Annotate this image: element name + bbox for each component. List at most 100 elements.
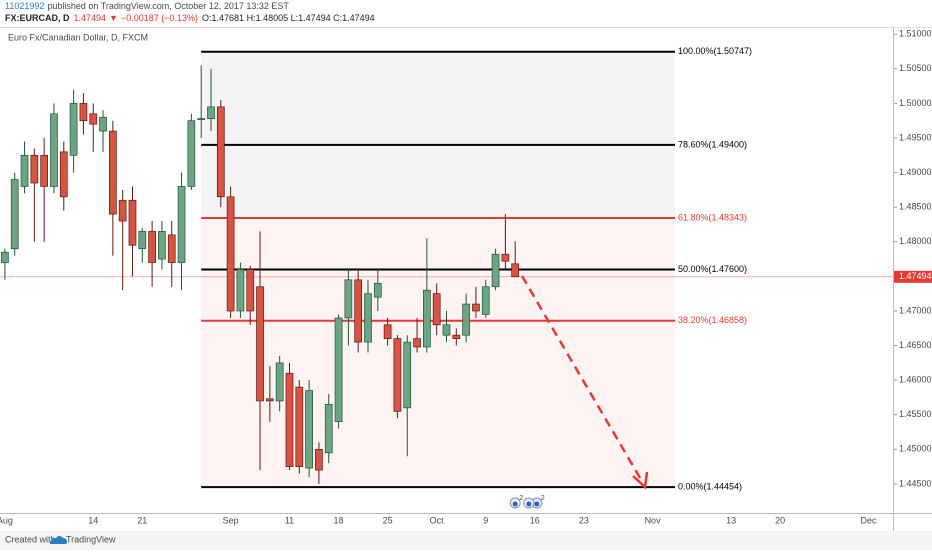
y-tick-label: 1.49500 — [899, 132, 932, 142]
published: published on TradingView.com, October 12… — [47, 1, 289, 11]
x-tick-label: 9 — [483, 515, 488, 525]
candle-body — [1, 251, 9, 263]
candle-body — [109, 130, 117, 215]
event-badge-dot — [526, 501, 532, 507]
candle-body — [452, 334, 461, 339]
candle-body — [128, 199, 137, 246]
candle-body — [30, 154, 39, 184]
change: −0.00187 (−0.13%) — [121, 13, 198, 23]
footer-bar — [0, 531, 932, 550]
fib-label: 100.00%(1.50747) — [678, 46, 752, 56]
y-tick-label: 1.50500 — [899, 63, 932, 73]
candle-body — [99, 116, 107, 132]
candle-body — [442, 324, 451, 336]
candle-body — [403, 341, 412, 409]
candle-body — [511, 263, 520, 278]
candle-body — [266, 398, 274, 402]
fib-zone — [201, 51, 675, 219]
candle-body — [413, 338, 421, 348]
y-tick-label: 1.49000 — [899, 167, 932, 177]
candle-body — [481, 286, 490, 315]
y-tick-label: 1.45500 — [899, 409, 932, 419]
fib-label: 50.00%(1.47600) — [678, 264, 747, 274]
plot: 100.00%(1.50747) 78.60%(1.49400) 61.80%(1.… — [0, 33, 897, 491]
last-price-box — [894, 270, 932, 283]
candle-body — [344, 279, 353, 319]
arrow-head — [632, 471, 649, 490]
x-tick-label: 11 — [285, 515, 294, 525]
x-tick-label: Oct — [430, 515, 445, 525]
header-line-1: 11021992 published on TradingView.com, Oc… — [5, 1, 289, 11]
candle-body — [79, 103, 88, 122]
event-badge-dot — [534, 501, 540, 507]
x-tick-label: 20 — [775, 515, 785, 525]
x-tick-label: 23 — [579, 515, 589, 525]
y-tick-label: 1.46000 — [899, 375, 932, 385]
last-price-label: 1.47494 — [899, 271, 932, 281]
candle-body — [89, 113, 98, 125]
candle-body — [216, 106, 225, 198]
candle-body — [69, 103, 78, 156]
symbol: FX:EURCAD, D — [5, 13, 70, 23]
event-badge-count: 2 — [519, 495, 523, 502]
y-tick-label: 1.47000 — [899, 305, 932, 315]
fib-label: 78.60%(1.49400) — [678, 139, 747, 149]
candle-body — [177, 186, 186, 263]
y-tick-label: 1.48000 — [899, 236, 932, 246]
x-tick-label: 21 — [137, 515, 147, 525]
y-tick-label: 1.44500 — [899, 478, 932, 488]
candle-body — [148, 231, 156, 263]
candle-body — [40, 154, 49, 187]
candle-body — [472, 303, 480, 312]
candle-body — [10, 179, 19, 250]
candle-body — [324, 404, 333, 454]
footer-brand[interactable]: TradingView — [66, 534, 116, 544]
x-tick-label: 16 — [530, 515, 540, 525]
x-tick-label: 18 — [334, 515, 344, 525]
event-badge-count: 2 — [541, 495, 545, 502]
fib-label: 38.20%(1.46858) — [678, 315, 747, 325]
x-tick-label: Nov — [645, 515, 662, 525]
arrow: ▼ — [109, 13, 118, 23]
candle-body — [59, 151, 68, 198]
header-line-2: FX:EURCAD, D 1.47494 ▼ −0.00187 (−0.13%) O:1… — [5, 13, 375, 23]
candle-body — [501, 253, 510, 262]
candle-body — [207, 106, 215, 119]
candle-body — [20, 154, 29, 187]
fib-label: 0.00%(1.44454) — [678, 481, 742, 491]
projection-arrow — [520, 275, 645, 484]
candle-body — [275, 362, 284, 402]
candle-body — [491, 253, 500, 288]
y-tick-label: 1.51000 — [899, 29, 932, 39]
fib-label: 61.80%(1.48343) — [678, 212, 747, 222]
candle-body — [285, 372, 294, 467]
fib-zone — [201, 218, 675, 488]
candle-body — [354, 279, 363, 343]
candle-body — [226, 196, 235, 312]
candle-body — [364, 293, 372, 343]
x-tick-label: 14 — [88, 515, 98, 525]
price: 1.47494 — [74, 13, 107, 23]
x-tick-label: Sep — [223, 515, 239, 525]
y-tick-label: 1.46500 — [899, 340, 932, 350]
y-tick-label: 1.48500 — [899, 202, 932, 212]
candle-body — [246, 269, 255, 312]
candle-body — [334, 317, 343, 423]
candle-body — [393, 338, 402, 412]
x-tick-label: 13 — [726, 515, 736, 525]
y-tick-label: 1.45000 — [899, 444, 932, 454]
candle-body — [383, 324, 392, 339]
ohlc: O:1.47681 H:1.48005 L:1.47494 C:1.47494 — [202, 13, 375, 23]
candle-body — [158, 231, 166, 260]
candle-body — [423, 289, 431, 348]
candle-body — [167, 234, 176, 263]
candle-body — [256, 286, 264, 402]
x-tick-label: Dec — [860, 515, 877, 525]
x-tick-label: Aug — [0, 515, 13, 525]
user-link[interactable]: 11021992 — [5, 1, 44, 11]
candle-body — [295, 386, 304, 467]
candle-body — [305, 390, 313, 469]
candle-body — [462, 303, 470, 336]
chart-title: Euro Fx/Canadian Dollar, D, FXCM — [8, 32, 148, 42]
